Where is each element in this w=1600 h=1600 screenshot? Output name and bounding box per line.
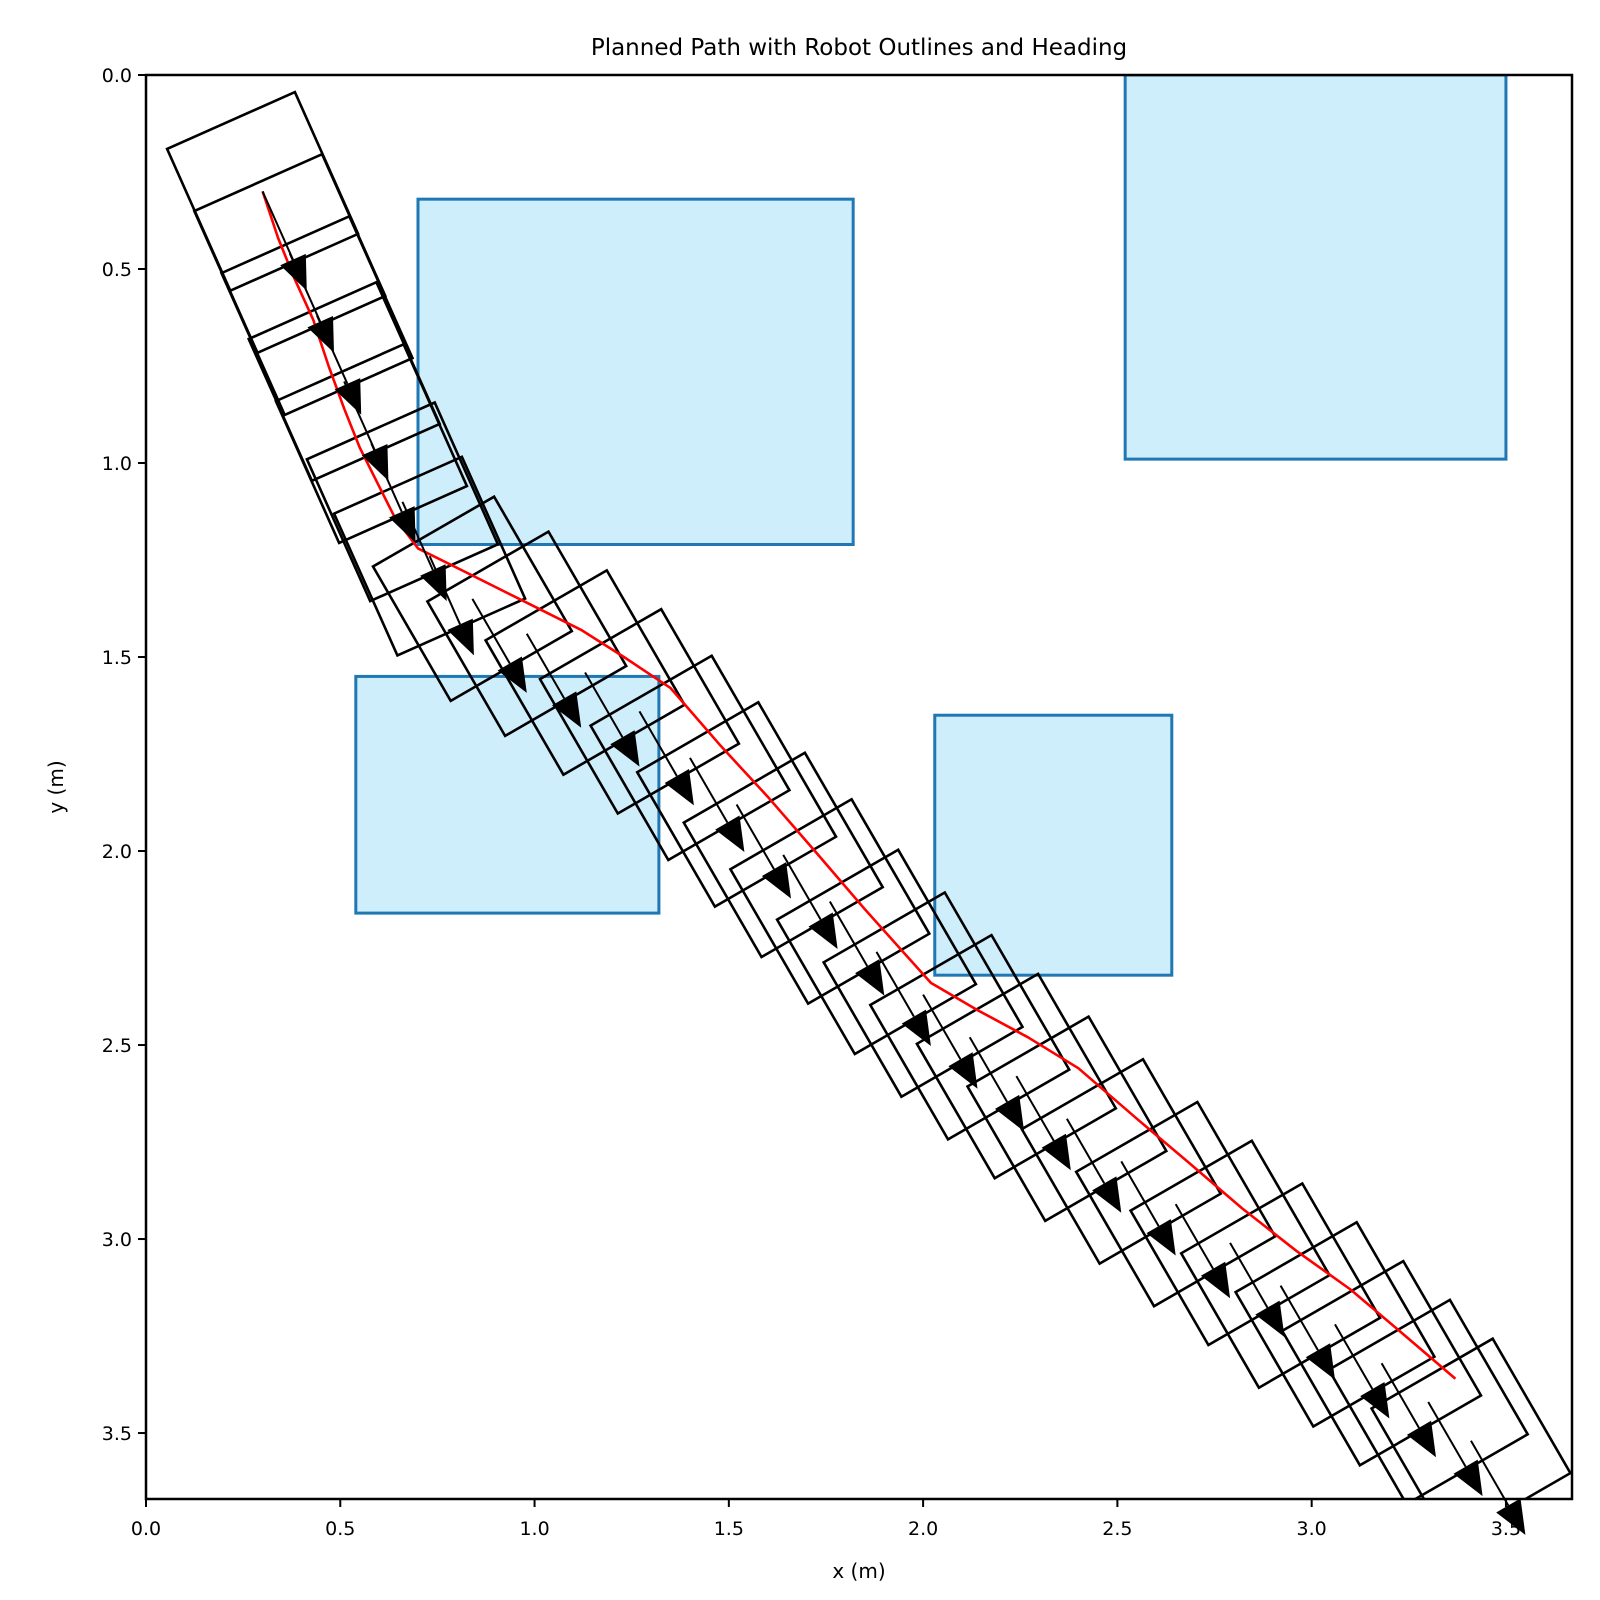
heading-arrow [1015,1075,1071,1171]
y-axis-label: y (m) [44,760,68,813]
heading-arrow [288,253,334,353]
robot-outlines [165,90,1572,1499]
robot-outline [821,890,1025,1099]
y-tick-label: 0.0 [102,65,132,87]
robot-outline [483,568,687,777]
robot-outline [246,280,442,483]
x-tick-label: 1.0 [519,1518,549,1540]
x-tick-label: 3.0 [1297,1518,1327,1540]
heading-arrow [1380,1362,1436,1458]
x-axis-ticks: 0.0 0.5 1.0 1.5 2.0 2.5 3.0 3.5 [131,1499,1521,1540]
heading-arrow [1174,1203,1231,1299]
y-tick-label: 3.5 [102,1423,132,1445]
obstacle-1 [416,197,855,546]
heading-arrow [1470,1440,1526,1535]
heading-arrow [922,994,978,1089]
heading-arrow [471,598,527,693]
heading-arrow [1427,1401,1483,1497]
heading-arrow [1229,1242,1285,1337]
path-line [261,190,1457,1380]
y-tick-label: 3.0 [102,1229,132,1251]
robot-outline [219,214,415,417]
robot-outline [274,342,469,545]
heading-arrow [638,710,694,806]
heading-arrow [968,1036,1025,1132]
robot-outline [425,529,628,738]
robot-outline [588,654,792,862]
obstacle-2 [1123,75,1508,461]
x-tick-label: 0.0 [131,1518,161,1540]
robot-outline [635,700,838,909]
robot-outline [192,152,388,355]
heading-arrow [875,951,931,1046]
heading-arrow [1120,1160,1176,1256]
x-tick-label: 3.5 [1491,1518,1521,1540]
robot-outline [1020,1057,1223,1266]
robot-outline [371,494,574,703]
robot-outline [1179,1181,1382,1390]
x-tick-label: 2.5 [1102,1518,1132,1540]
heading-arrow [261,190,307,291]
heading-arrow [525,633,582,728]
y-tick-label: 0.5 [102,259,132,281]
heading-arrow [343,381,389,481]
chart-title: Planned Path with Robot Outlines and Hea… [591,35,1127,61]
heading-arrow [689,757,745,852]
heading-arrow [735,803,791,899]
robot-outline [728,797,932,1006]
robot-outline [868,933,1071,1142]
y-tick-label: 1.5 [102,647,132,669]
planned-path [261,190,1457,1380]
x-axis-label: x (m) [832,1559,885,1583]
heading-arrow [1279,1285,1335,1380]
robot-outline [1369,1336,1572,1499]
robot-outline [682,751,885,959]
plot-frame [144,73,1574,1501]
heading-arrow [428,555,474,656]
robot-outline [1327,1298,1530,1499]
robot-outline [165,90,360,293]
y-tick-label: 1.0 [102,453,132,475]
x-tick-label: 0.5 [325,1518,355,1540]
heading-arrows [261,190,1526,1535]
x-tick-label: 2.0 [908,1518,938,1540]
heading-arrow [1334,1323,1390,1419]
heading-arrow [782,854,838,949]
robot-outline [1233,1220,1437,1429]
robot-outline [305,400,500,603]
y-axis-ticks: 0.0 0.5 1.0 1.5 2.0 2.5 3.0 3.5 [102,65,146,1445]
x-tick-label: 1.5 [714,1518,744,1540]
robot-outline [775,848,978,1056]
robot-outline [1074,1100,1277,1308]
robot-outline [1280,1259,1483,1468]
heading-arrow [401,501,447,602]
robot-outline [965,1014,1169,1223]
obstacle-4 [933,713,1174,977]
y-tick-label: 2.5 [102,1035,132,1057]
heading-arrow [584,672,640,767]
y-tick-label: 2.0 [102,841,132,863]
robot-outline [538,607,741,816]
heading-arrow [828,900,885,996]
heading-arrow [1066,1118,1122,1213]
